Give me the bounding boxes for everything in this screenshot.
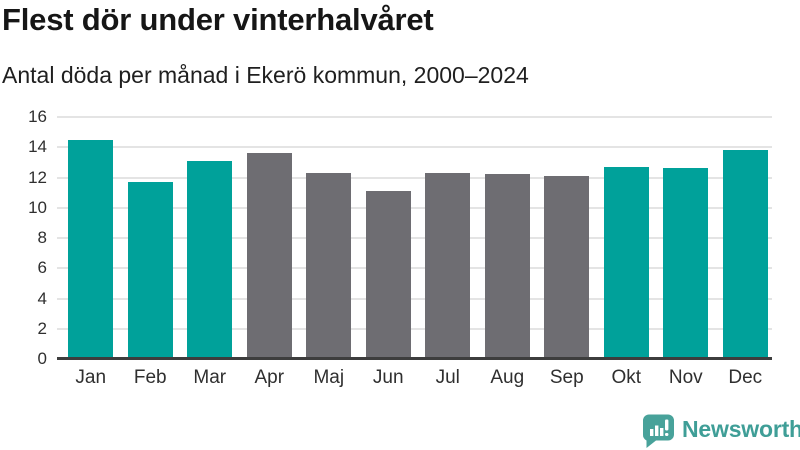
bar-jun [365, 191, 411, 359]
bar-dec [722, 150, 768, 359]
x-tick-label-jun: Jun [372, 367, 404, 388]
gridline-10 [57, 206, 772, 209]
newsworthy-wordmark: Newsworthy [682, 416, 800, 442]
x-tick-label-sep: Sep [549, 367, 584, 388]
bar-slot-jun [359, 117, 419, 359]
bar-slot-sep [537, 117, 597, 359]
x-tick-label-aug: Aug [490, 367, 525, 388]
x-tick-label-apr: Apr [254, 367, 285, 388]
chart-subtitle: Antal döda per månad i Ekerö kommun, 200… [2, 62, 529, 88]
gridline-4 [57, 297, 772, 300]
x-tick-label-okt: Okt [611, 367, 642, 388]
y-tick-label-4: 4 [37, 288, 47, 308]
bar-series [57, 117, 775, 359]
x-tick-label-feb: Feb [133, 367, 167, 388]
y-tick-label-6: 6 [37, 258, 47, 278]
bar-slot-jan [61, 117, 121, 359]
x-tick-label-dec: Dec [728, 367, 763, 388]
bar-maj [306, 172, 352, 359]
gridline-16 [57, 116, 772, 118]
gridline-6 [57, 267, 772, 270]
bar-slot-nov [656, 117, 716, 359]
gridline-14 [57, 146, 772, 149]
newsworthy-speech-bubble-chart-icon [642, 414, 674, 448]
bar-nov [663, 168, 709, 359]
bar-aug [484, 174, 530, 359]
y-tick-label-0: 0 [37, 349, 47, 368]
gridline-2 [57, 327, 772, 330]
x-tick-label-mar: Mar [193, 367, 227, 388]
bar-slot-okt [597, 117, 657, 359]
bar-okt [603, 166, 649, 359]
y-axis: 0 2 4 6 8 10 12 14 16 [0, 0, 47, 380]
x-tick-label-maj: Maj [313, 367, 345, 388]
gridline-12 [57, 176, 772, 179]
bar-slot-aug [478, 117, 538, 359]
y-tick-label-12: 12 [28, 167, 47, 187]
plot-area [57, 116, 775, 360]
x-tick-label-jul: Jul [435, 367, 460, 388]
bar-slot-mar [180, 117, 240, 359]
y-tick-label-8: 8 [37, 228, 47, 247]
x-axis-baseline [57, 357, 772, 360]
bar-slot-dec [716, 117, 776, 359]
bar-feb [127, 182, 173, 359]
chart-title: Flest dör under vinterhalvåret [2, 2, 434, 37]
bar-jul [425, 172, 471, 359]
y-tick-label-2: 2 [37, 318, 47, 338]
x-tick-label-jan: Jan [75, 367, 107, 388]
newsworthy-logo[interactable]: Newsworthy [642, 414, 800, 448]
y-tick-label-10: 10 [28, 197, 47, 217]
y-tick-label-14: 14 [28, 137, 47, 157]
bar-slot-apr [240, 117, 300, 359]
bar-sep [544, 176, 590, 359]
bar-slot-feb [121, 117, 181, 359]
bar-slot-maj [299, 117, 359, 359]
bar-jan [68, 139, 114, 359]
x-axis: Jan Feb Mar Apr Maj Jun Jul Aug Sep Okt Nov Dec [57, 365, 775, 393]
x-tick-label-nov: Nov [668, 367, 703, 388]
bar-mar [187, 160, 233, 359]
gridline-8 [57, 237, 772, 239]
y-tick-label-16: 16 [28, 107, 47, 126]
bar-apr [246, 153, 292, 359]
bar-slot-jul [418, 117, 478, 359]
